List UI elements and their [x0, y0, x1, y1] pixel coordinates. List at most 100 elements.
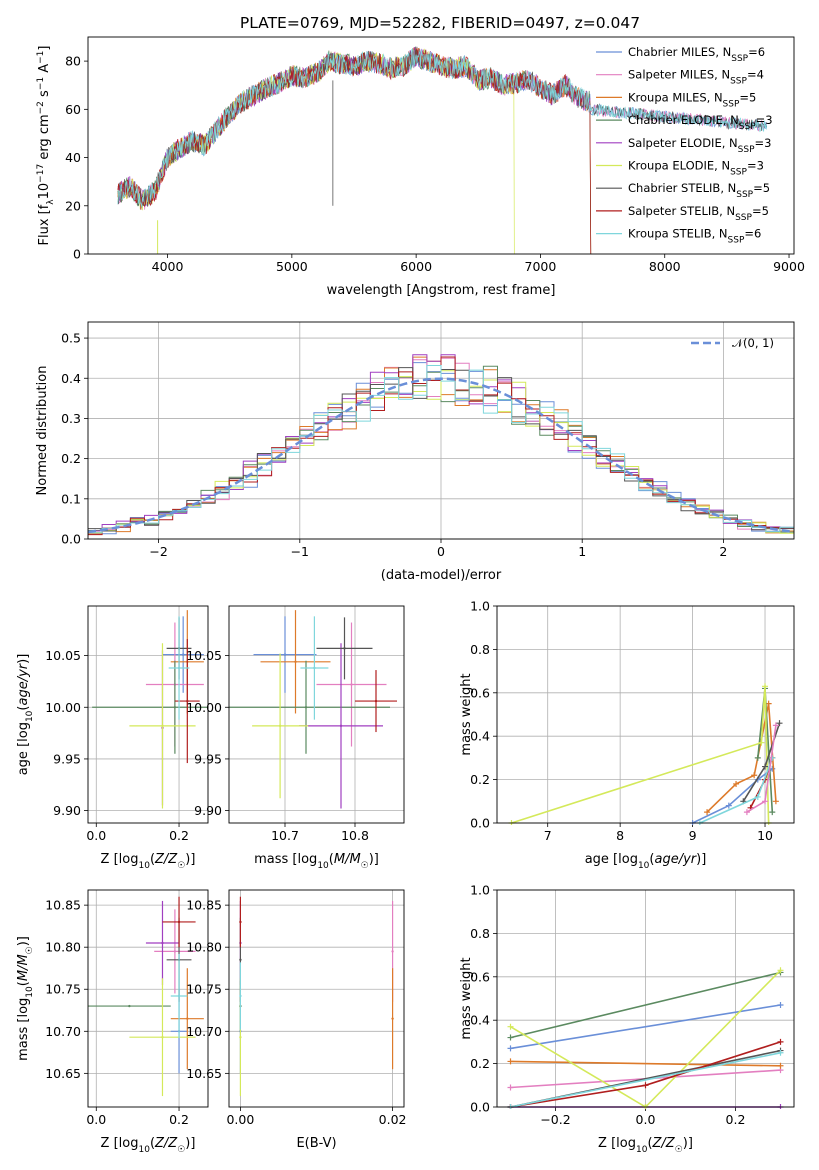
- weight-marker: [507, 1023, 514, 1030]
- tick-label-x: 9000: [773, 259, 805, 274]
- data-point: [343, 647, 346, 650]
- tick-label-x: 9: [689, 828, 697, 843]
- weight-marker: [777, 967, 784, 974]
- data-point: [339, 724, 343, 728]
- weight-marker: [769, 809, 776, 816]
- tick-label-y: 0.6: [470, 685, 490, 700]
- tick-label-x: 4000: [152, 259, 184, 274]
- legend-label: Salpeter ELODIE, NSSP=3: [628, 136, 771, 155]
- tick-label-y: 0.1: [61, 491, 81, 506]
- weight-line-0: [510, 1004, 781, 1050]
- y-axis-label: Flux [fλ10−17 erg cm−2 s−1 A−1]: [36, 46, 56, 246]
- tick-label-y: 10.75: [186, 982, 222, 997]
- tick-label-x: 10.7: [271, 828, 299, 843]
- y-axis-label: mass [log10(M/M☉)]: [16, 936, 35, 1061]
- tick-label-y: 10.80: [186, 940, 222, 955]
- legend-label: Salpeter MILES, NSSP=4: [628, 68, 764, 87]
- tick-label-y: 0.4: [470, 1013, 490, 1028]
- tick-label-y: 9.95: [53, 751, 81, 766]
- data-point: [239, 958, 242, 962]
- tick-label-y: 10.80: [45, 940, 81, 955]
- tick-label-x: 7: [544, 828, 552, 843]
- weight-marker: [704, 809, 711, 816]
- axes-massweight-vs-Z: −0.2 0.0 0.2 0.0 0.2 0.4 0.6 0.8 1.0: [470, 883, 794, 1127]
- tick-label-y: 0.2: [470, 772, 490, 787]
- tick-label-x: 8: [616, 828, 624, 843]
- tick-label-x: 0: [437, 544, 445, 559]
- tick-label-y: 10.85: [45, 898, 81, 913]
- tick-label-y: 1.0: [470, 599, 490, 614]
- weight-marker: [772, 798, 779, 805]
- tick-label-y: 10.70: [186, 1024, 222, 1039]
- tick-label-y: 9.95: [194, 751, 222, 766]
- axes-mass-vs-Z: 0.0 0.2 10.65 10.70 10.75 10.80 10.85: [45, 890, 208, 1127]
- tick-label-y: 0.4: [470, 729, 490, 744]
- y-axis-label: mass weight: [459, 673, 474, 755]
- tick-label-y: 0.2: [470, 1056, 490, 1071]
- tick-label-y: 0.0: [470, 1100, 490, 1115]
- weight-marker: [777, 1062, 784, 1069]
- histogram-8: [88, 365, 794, 534]
- weight-marker: [507, 1045, 514, 1052]
- tick-label-y: 0.2: [61, 451, 81, 466]
- weight-marker: [772, 722, 779, 729]
- legend-label: Chabrier ELODIE, NSSP=3: [628, 113, 773, 132]
- weight-line-3: [510, 971, 781, 1039]
- legend-label: 𝒩(0, 1): [732, 336, 774, 350]
- histograms: [88, 354, 794, 538]
- data-point: [128, 1004, 131, 1008]
- tick-label-x: 0.2: [169, 828, 189, 843]
- data-point: [391, 950, 394, 953]
- tick-label-y: 10.00: [186, 700, 222, 715]
- tick-label-y: 0.0: [470, 816, 490, 831]
- tick-label-x: 8000: [649, 259, 681, 274]
- tick-label-x: −2: [149, 544, 167, 559]
- x-axis-label: wavelength [Angstrom, rest frame]: [327, 283, 556, 298]
- tick-label-y: 10.70: [45, 1024, 81, 1039]
- axes-frame: [87, 889, 209, 1108]
- errorbars-mass-vs-EBV: [239, 896, 394, 1097]
- tick-label-x: 0.2: [169, 1112, 189, 1127]
- tick-label-y: 0.8: [470, 926, 490, 941]
- axes-massweight-vs-age: 7 8 9 10 0.0 0.2 0.4 0.6 0.8 1.0: [470, 599, 794, 843]
- data-point: [294, 660, 297, 663]
- weight-line-8: [510, 1052, 781, 1108]
- data-point: [186, 1017, 189, 1020]
- tick-label-x: 1: [578, 544, 586, 559]
- weight-marker: [743, 809, 750, 816]
- data-point: [177, 994, 181, 998]
- tick-label-y: 20: [65, 198, 81, 213]
- tick-label-y: 0.8: [470, 642, 490, 657]
- data-point: [181, 653, 185, 656]
- tick-label-x: 0.0: [636, 1112, 656, 1127]
- spectrum-lines: [117, 46, 768, 254]
- spectrum-line-7: [117, 47, 592, 254]
- weight-marker: [777, 1049, 784, 1056]
- data-point: [239, 920, 242, 924]
- data-point: [350, 683, 353, 686]
- tick-label-y: 9.90: [53, 803, 81, 818]
- legend-label: Kroupa ELODIE, NSSP=3: [628, 159, 764, 178]
- legend-label: Chabrier MILES, NSSP=6: [628, 45, 765, 64]
- data-point: [161, 941, 164, 945]
- tick-label-x: 5000: [276, 259, 308, 274]
- axes-frame: [496, 889, 795, 1108]
- figure-title: PLATE=0769, MJD=52282, FIBERID=0497, z=0…: [240, 14, 640, 32]
- tick-label-x: −1: [291, 544, 309, 559]
- errorbars-mass-vs-Z: [88, 896, 204, 1097]
- tick-label-x: 2: [719, 544, 727, 559]
- legend-residuals: 𝒩(0, 1): [691, 336, 774, 350]
- tick-label-x: 0.2: [726, 1112, 746, 1127]
- tick-label-x: 6000: [400, 259, 432, 274]
- tick-label-x: 10.8: [341, 828, 369, 843]
- weight-marker: [777, 1002, 784, 1009]
- tick-label-y: 10.00: [45, 700, 81, 715]
- weight-marker: [751, 772, 758, 779]
- data-point: [173, 706, 177, 709]
- tick-label-y: 10.85: [186, 898, 222, 913]
- tick-label-x: 7000: [525, 259, 557, 274]
- legend-label: Kroupa STELIB, NSSP=6: [628, 227, 761, 246]
- lines-massweight-vs-age: [508, 683, 783, 825]
- tick-label-y: 0.3: [61, 411, 81, 426]
- axes-spectrum: 4000 5000 6000 7000 8000 9000 0 20 40 60 80: [65, 54, 805, 274]
